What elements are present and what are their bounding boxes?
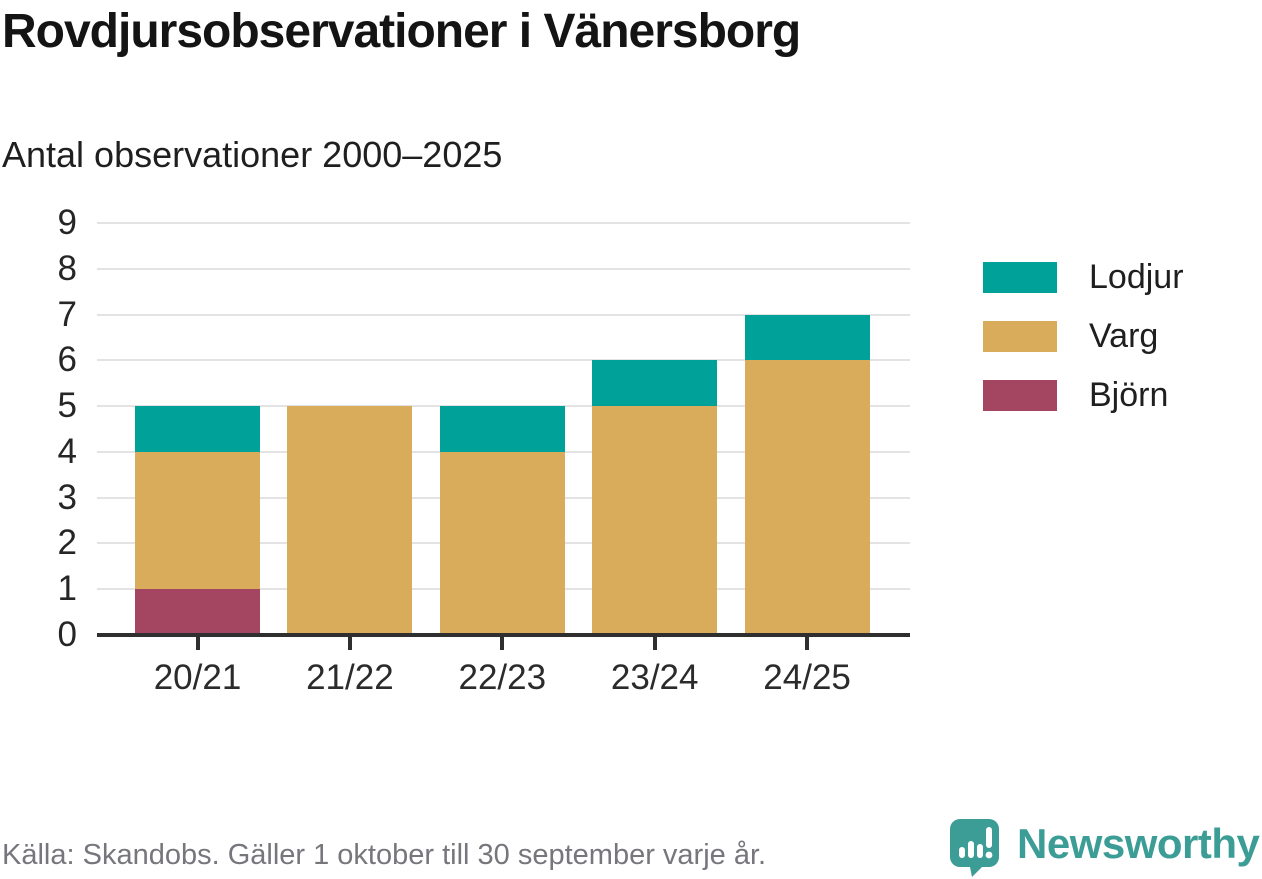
bar-segment-varg-2324 [592,406,718,635]
x-axis-line [97,633,910,637]
legend-swatch-bjrn [983,379,1057,411]
legend: Lodjur Varg Björn [983,260,1184,412]
x-axis-label-2324: 23/24 [610,658,699,697]
y-axis-label-1: 1 [57,569,77,609]
y-axis-label-0: 0 [57,614,77,654]
gridline-y5 [97,405,910,408]
newsworthy-logo: Newsworthy [950,819,1260,877]
x-axis-tick-2223 [500,637,505,650]
legend-item-bjrn: Björn [983,378,1184,412]
y-axis-label-7: 7 [57,294,77,334]
bar-segment-varg-2021 [135,451,260,590]
chart-subtitle: Antal observationer 2000–2025 [2,134,503,175]
x-axis-tick-2324 [652,637,657,650]
x-axis-tick-2122 [347,637,352,650]
bar-segment-lodjur-2223 [439,406,565,452]
y-axis-label-3: 3 [57,477,77,517]
legend-item-lodjur: Lodjur [983,260,1184,294]
legend-label-lodjur: Lodjur [1089,258,1184,296]
y-axis-label-2: 2 [57,523,77,563]
x-axis-label-2223: 22/23 [458,658,547,697]
x-axis-tick-2425 [805,637,810,650]
bar-segment-bjrn-2021 [135,589,260,635]
gridline-y7 [97,313,910,316]
y-axis-label-4: 4 [57,431,77,471]
bar-segment-lodjur-2324 [592,360,718,407]
bar-segment-lodjur-2425 [744,314,870,361]
bar-segment-lodjur-2021 [135,406,260,452]
y-axis-label-8: 8 [57,248,77,288]
legend-label-varg: Varg [1089,317,1159,355]
y-axis-label-6: 6 [57,340,77,380]
y-axis-label-5: 5 [57,385,77,425]
bar-segment-varg-2425 [744,360,870,635]
y-axis-label-9: 9 [57,202,77,242]
newsworthy-wordmark: Newsworthy [1017,820,1260,867]
x-axis-label-2122: 21/22 [306,658,394,697]
gridline-y6 [97,359,910,362]
bar-segment-varg-2122 [287,406,413,635]
plot-area: 0 1 2 3 4 5 6 7 8 9 20/21 21/22 22/23 23/24 24/25 [58,205,910,695]
x-axis-label-2021: 20/21 [153,658,242,697]
legend-label-bjrn: Björn [1089,376,1169,414]
newsworthy-bubble-chart-icon [950,819,999,877]
legend-item-varg: Varg [983,319,1184,353]
legend-swatch-lodjur [983,261,1057,293]
x-axis-label-2425: 24/25 [763,658,851,697]
source-note: Källa: Skandobs. Gäller 1 oktober till 3… [2,839,767,871]
gridline-y9 [97,222,910,224]
legend-swatch-varg [983,320,1057,352]
bar-segment-varg-2223 [439,451,565,635]
x-axis-tick-2021 [195,637,200,650]
chart-title: Rovdjursobservationer i Vänersborg [2,5,801,58]
gridline-y8 [97,267,910,270]
